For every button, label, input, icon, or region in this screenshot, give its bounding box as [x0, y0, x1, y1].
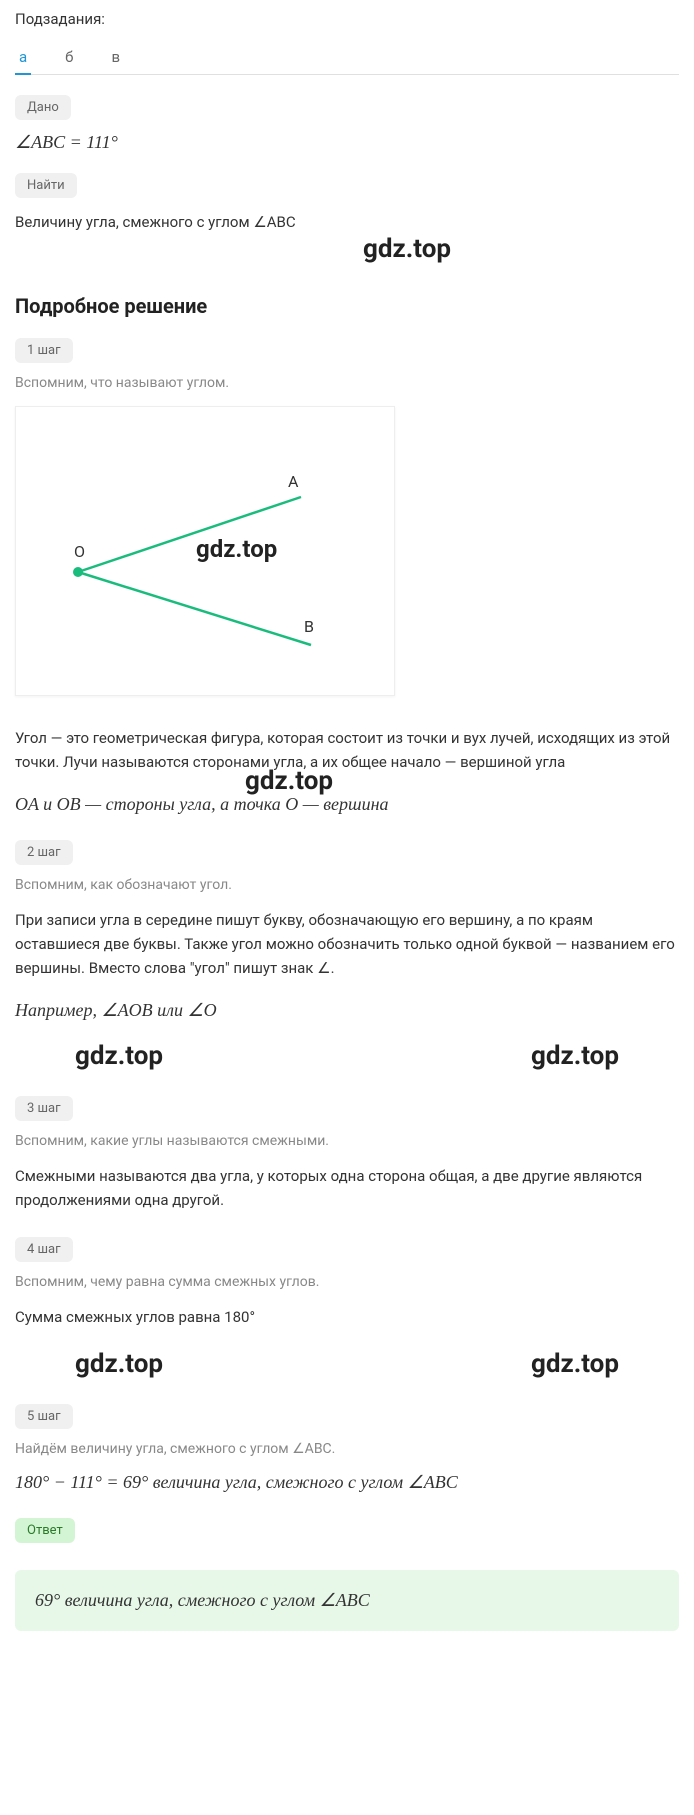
step4-badge: 4 шаг	[15, 1237, 73, 1262]
point-o-dot	[73, 567, 83, 577]
step5-text: 180° − 111° = 69° величина угла, смежног…	[15, 1472, 679, 1493]
step4-intro: Вспомним, чему равна сумма смежных углов…	[15, 1274, 679, 1290]
step-1: 1 шаг Вспомним, что называют углом. O A …	[15, 338, 679, 815]
step4-text: Сумма смежных углов равна 180°	[15, 1305, 679, 1329]
tab-a[interactable]: а	[15, 40, 31, 74]
watermark-2: gdz.top	[245, 766, 333, 796]
watermark: gdz.top	[363, 234, 451, 264]
find-badge: Найти	[15, 173, 77, 198]
answer-badge: Ответ	[15, 1518, 75, 1543]
tab-v[interactable]: в	[107, 40, 124, 74]
label-b: B	[304, 617, 314, 636]
step2-intro: Вспомним, как обозначают угол.	[15, 877, 679, 893]
answer-box: 69° величина угла, смежного с углом ∠ABC	[15, 1570, 679, 1631]
given-badge: Дано	[15, 95, 71, 120]
step1-intro: Вспомним, что называют углом.	[15, 375, 679, 391]
step5-badge: 5 шаг	[15, 1404, 73, 1429]
step-2: 2 шаг Вспомним, как обозначают угол. При…	[15, 840, 679, 1071]
step2-badge: 2 шаг	[15, 840, 73, 865]
step-5: 5 шаг Найдём величину угла, смежного с у…	[15, 1404, 679, 1493]
angle-diagram: O A B gdz.top	[15, 406, 395, 696]
solution-title: Подробное решение	[15, 294, 679, 318]
step5-intro: Найдём величину угла, смежного с углом ∠…	[15, 1441, 679, 1457]
watermark-3a: gdz.top	[75, 1041, 163, 1071]
watermark-4a: gdz.top	[75, 1349, 163, 1379]
step3-text: Смежными называются два угла, у которых …	[15, 1164, 679, 1212]
answer-text: 69° величина угла, смежного с углом ∠ABC	[35, 1590, 659, 1611]
step1-text1: Угол — это геометрическая фигура, котора…	[15, 726, 679, 774]
step-3: 3 шаг Вспомним, какие углы называются см…	[15, 1096, 679, 1212]
label-a: A	[288, 472, 299, 491]
step1-badge: 1 шаг	[15, 338, 73, 363]
subtasks-label: Подзадания:	[15, 10, 679, 28]
step2-text1: При записи угла в середине пишут букву, …	[15, 908, 679, 980]
angle-svg: O A B gdz.top	[36, 427, 376, 677]
step3-badge: 3 шаг	[15, 1096, 73, 1121]
diagram-watermark: gdz.top	[196, 535, 277, 563]
watermark-4b: gdz.top	[531, 1349, 619, 1379]
label-o: O	[74, 542, 85, 561]
tabs-container: а б в	[15, 40, 679, 75]
watermark-3b: gdz.top	[531, 1041, 619, 1071]
step-4: 4 шаг Вспомним, чему равна сумма смежных…	[15, 1237, 679, 1379]
step2-text2: Например, ∠AOB или ∠O	[15, 1000, 679, 1021]
tab-b[interactable]: б	[61, 40, 77, 74]
ray-ob	[78, 572, 311, 645]
find-text-content: Величину угла, смежного с углом ∠ABC	[15, 213, 296, 231]
step3-intro: Вспомним, какие углы называются смежными…	[15, 1133, 679, 1149]
step1-text2: OA и OB — стороны угла, а точка O — верш…	[15, 794, 679, 815]
find-text: Величину угла, смежного с углом ∠ABC	[15, 210, 679, 234]
given-formula: ∠ABC = 111°	[15, 132, 679, 153]
